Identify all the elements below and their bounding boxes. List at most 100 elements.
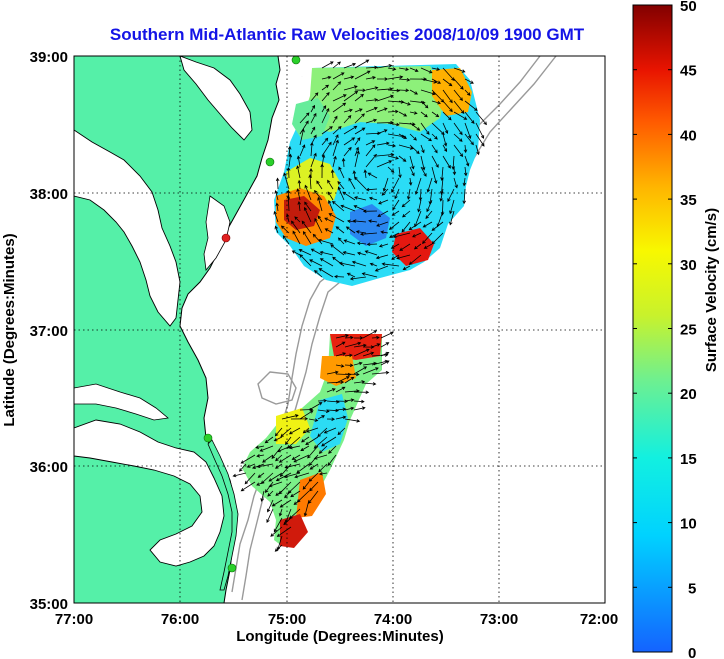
velocity-arrow: [298, 249, 312, 256]
velocity-arrow: [442, 89, 453, 104]
velocity-arrow: [238, 463, 247, 472]
velocity-arrow: [279, 463, 292, 477]
velocity-arrow: [376, 141, 390, 146]
velocity-arrow: [337, 427, 346, 436]
velocity-arrow: [275, 472, 292, 482]
velocity-arrow: [274, 189, 279, 201]
station-green-marker: [227, 563, 237, 573]
velocity-arrow: [299, 120, 309, 135]
velocity-arrow: [442, 111, 452, 121]
velocity-arrow: [442, 100, 453, 113]
velocity-arrow: [346, 219, 356, 224]
velocity-arrow: [330, 244, 345, 256]
velocity-arrow: [359, 232, 378, 236]
velocity-arrow: [310, 126, 316, 135]
velocity-arrow: [270, 526, 283, 537]
velocity-arrow: [344, 341, 362, 348]
map-title: Southern Mid-Atlantic Raw Velocities 200…: [110, 25, 585, 44]
velocity-arrow: [431, 144, 438, 154]
velocity-arrow: [321, 436, 337, 447]
velocity-arrow: [283, 472, 301, 479]
velocity-arrow: [442, 122, 449, 134]
velocity-arrow: [398, 77, 411, 82]
velocity-arrow: [453, 67, 466, 73]
velocity-arrow: [289, 508, 301, 519]
velocity-arrow: [353, 380, 366, 384]
velocity-arrow: [314, 217, 323, 234]
velocity-arrow: [394, 188, 400, 200]
velocity-arrow: [353, 399, 365, 404]
velocity-arrow: [310, 248, 323, 256]
velocity-arrow: [380, 342, 390, 348]
velocity-arrow: [275, 454, 283, 462]
velocity-arrow: [301, 220, 312, 234]
velocity-arrow: [420, 122, 430, 135]
velocity-arrow: [453, 100, 465, 114]
velocity-arrow: [335, 226, 345, 234]
velocity-arrow: [256, 453, 265, 458]
colorbar-label: Surface Velocity (cm/s): [703, 208, 720, 372]
south-field-cyan: [310, 394, 348, 452]
velocity-arrow: [275, 202, 279, 212]
colorbar-ticks: [633, 69, 672, 588]
velocity-arrow: [409, 67, 419, 72]
velocity-arrow: [413, 243, 422, 250]
velocity-arrow: [431, 232, 444, 245]
velocity-arrow: [332, 81, 342, 91]
velocity-arrow: [475, 111, 487, 126]
velocity-arrow: [244, 472, 256, 485]
grid-lines: [74, 56, 605, 603]
y-tick-label: 39:00: [30, 49, 68, 66]
y-axis: 39:00 38:00 37:00 36:00 35:00 Latitude (…: [1, 49, 68, 613]
velocity-arrow: [274, 225, 279, 234]
velocity-arrow: [420, 67, 433, 74]
velocity-arrow: [398, 67, 410, 71]
y-tick-label: 38:00: [30, 186, 68, 203]
velocity-arrow: [305, 436, 319, 446]
velocity-arrow: [343, 62, 357, 69]
velocity-arrow: [356, 251, 367, 256]
velocity-arrow: [328, 199, 334, 212]
velocity-arrow: [332, 134, 339, 146]
y-tick-label: 35:00: [30, 596, 68, 613]
velocity-arrow: [401, 199, 411, 208]
velocity-arrow: [291, 220, 301, 234]
velocity-arrow: [401, 221, 411, 233]
velocity-arrow: [328, 445, 337, 454]
velocity-arrow: [464, 111, 475, 124]
y-tick-label: 37:00: [30, 323, 68, 340]
velocity-arrow: [353, 366, 368, 375]
velocity-arrow: [273, 210, 279, 223]
velocity-arrow: [288, 445, 301, 450]
velocity-arrow: [260, 490, 265, 502]
velocity-arrow: [268, 481, 283, 488]
velocity-arrow: [353, 390, 370, 394]
velocity-arrow: [387, 75, 404, 80]
velocity-arrow: [337, 180, 345, 190]
velocity-arrow: [343, 146, 352, 157]
velocity-arrow: [291, 454, 301, 460]
velocity-arrow: [376, 160, 393, 168]
velocity-arrow: [362, 351, 375, 357]
velocity-arrow: [392, 232, 411, 239]
velocity-arrow: [353, 343, 367, 348]
velocity-arrow: [232, 472, 247, 478]
velocity-arrow: [354, 146, 359, 157]
velocity-arrow: [299, 112, 310, 124]
velocity-arrow: [420, 100, 429, 109]
velocity-arrow: [365, 76, 377, 80]
velocity-arrow: [318, 268, 334, 278]
velocity-arrow: [389, 232, 400, 238]
velocity-arrow: [475, 144, 480, 156]
velocity-arrow: [287, 481, 301, 494]
velocity-arrow: [286, 195, 291, 212]
velocity-arrow: [332, 256, 345, 267]
velocity-arrow: [431, 78, 442, 84]
velocity-arrow: [376, 94, 394, 102]
colorbar-tick-label: 35: [680, 192, 697, 209]
colorbar-tick-label: 10: [680, 516, 697, 533]
velocity-arrow: [327, 191, 334, 201]
velocity-arrow: [296, 188, 301, 201]
station-green-marker: [291, 56, 301, 65]
velocity-arrow: [463, 144, 468, 154]
